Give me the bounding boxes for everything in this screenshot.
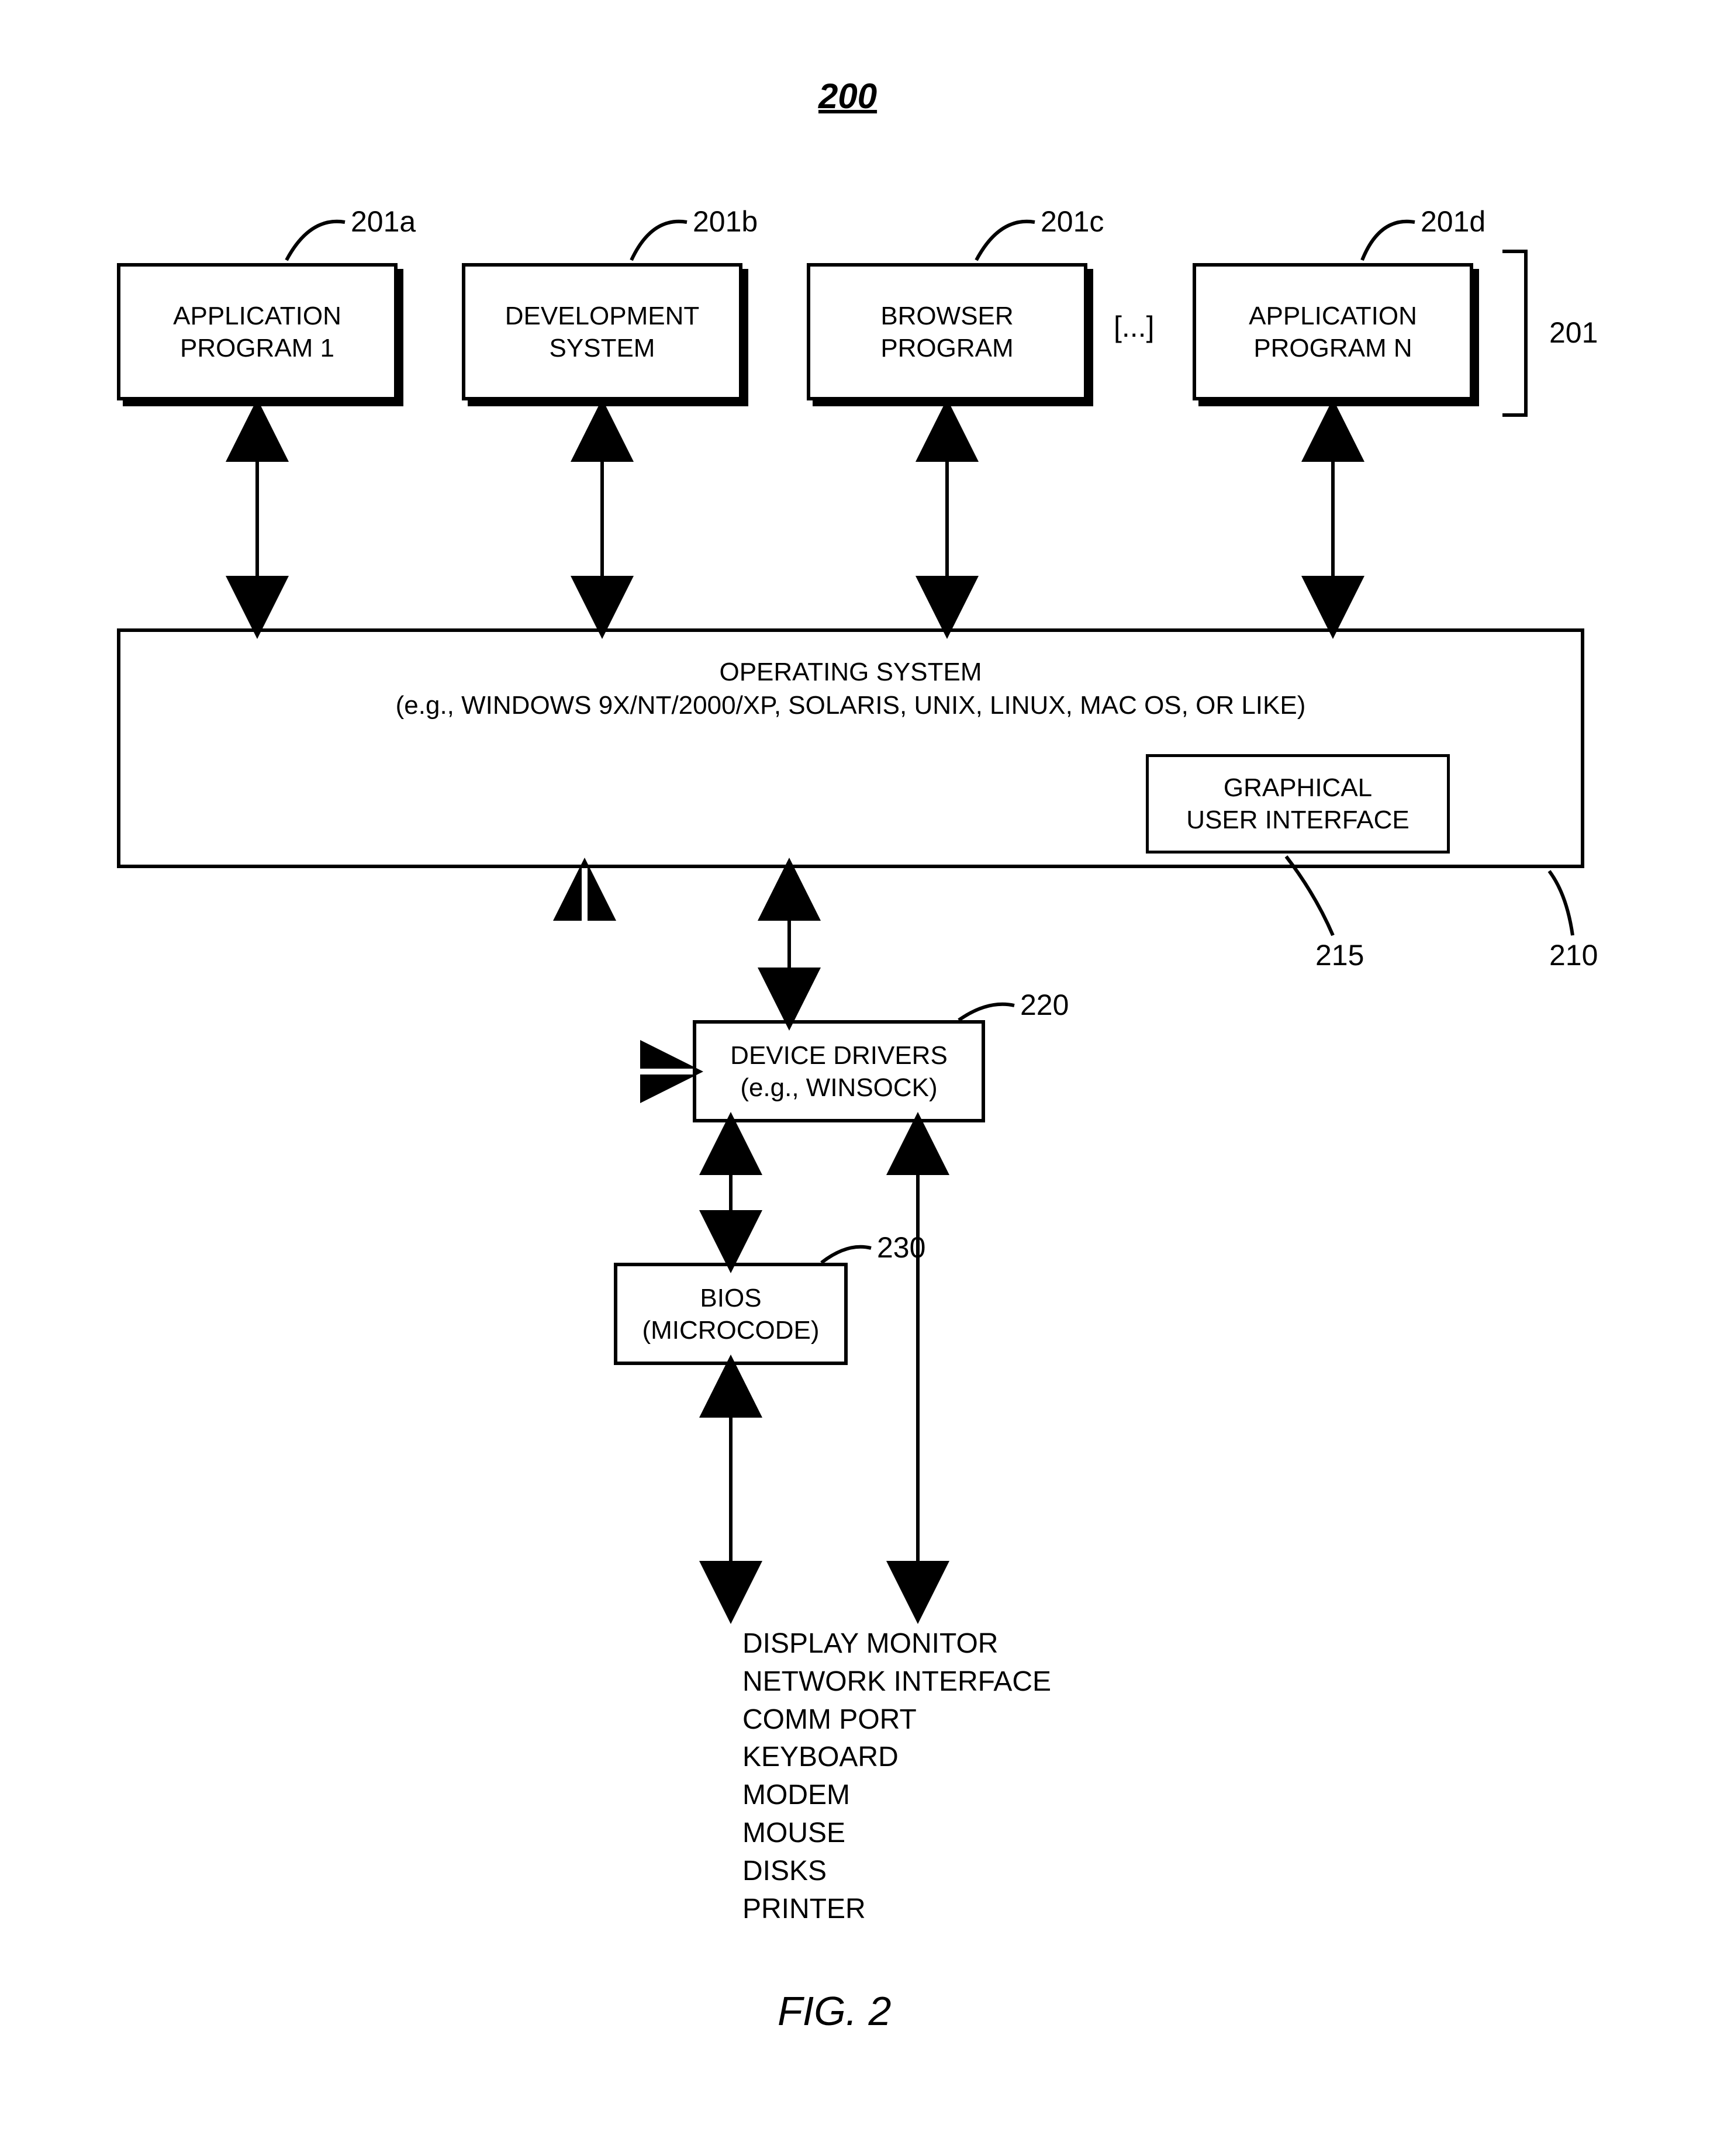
ellipsis: [...]: [1114, 310, 1154, 344]
os-line2: (e.g., WINDOWS 9X/NT/2000/XP, SOLARIS, U…: [120, 689, 1581, 722]
device-7: PRINTER: [742, 1891, 1051, 1929]
box-app-1-line1: APPLICATION: [173, 300, 341, 332]
ref-201c: 201c: [1041, 205, 1104, 239]
box-browser: BROWSER PROGRAM: [807, 263, 1087, 400]
box-bios: BIOS (MICROCODE): [614, 1263, 848, 1365]
figure-caption: FIG. 2: [778, 1988, 891, 2034]
box-browser-line1: BROWSER: [880, 300, 1013, 332]
os-line1: OPERATING SYSTEM: [120, 655, 1581, 689]
box-dev-system-line2: SYSTEM: [550, 332, 655, 364]
device-0: DISPLAY MONITOR: [742, 1625, 1051, 1663]
device-2: COMM PORT: [742, 1701, 1051, 1739]
box-app-n: APPLICATION PROGRAM N: [1193, 263, 1473, 400]
bios-line2: (MICROCODE): [642, 1314, 819, 1346]
figure-number: 200: [818, 76, 877, 116]
ref-230: 230: [877, 1231, 925, 1264]
gui-line1: GRAPHICAL: [1224, 772, 1372, 804]
box-dev-system: DEVELOPMENT SYSTEM: [462, 263, 742, 400]
ref-220: 220: [1020, 988, 1069, 1022]
box-gui: GRAPHICAL USER INTERFACE: [1146, 754, 1450, 854]
box-app-1-line2: PROGRAM 1: [180, 332, 334, 364]
device-1: NETWORK INTERFACE: [742, 1663, 1051, 1701]
box-app-1: APPLICATION PROGRAM 1: [117, 263, 398, 400]
gui-line2: USER INTERFACE: [1186, 804, 1409, 836]
box-device-drivers: DEVICE DRIVERS (e.g., WINSOCK): [693, 1020, 985, 1122]
device-list: DISPLAY MONITOR NETWORK INTERFACE COMM P…: [742, 1625, 1051, 1928]
ref-201b: 201b: [693, 205, 758, 239]
box-browser-line2: PROGRAM: [880, 332, 1013, 364]
ref-201a: 201a: [351, 205, 416, 239]
ref-201-group: 201: [1549, 316, 1598, 350]
device-6: DISKS: [742, 1853, 1051, 1891]
box-app-n-line1: APPLICATION: [1249, 300, 1417, 332]
device-5: MOUSE: [742, 1815, 1051, 1853]
device-3: KEYBOARD: [742, 1739, 1051, 1777]
ref-210: 210: [1549, 938, 1598, 972]
diagram-page: 200 APPLICATION PROGRAM 1 DEVELOPMENT SY…: [0, 0, 1717, 2156]
device-4: MODEM: [742, 1777, 1051, 1815]
bios-line1: BIOS: [700, 1282, 761, 1314]
box-app-n-line2: PROGRAM N: [1253, 332, 1412, 364]
ref-201d: 201d: [1421, 205, 1485, 239]
drivers-line1: DEVICE DRIVERS: [730, 1039, 948, 1072]
ref-215: 215: [1315, 938, 1364, 972]
drivers-line2: (e.g., WINSOCK): [740, 1072, 937, 1104]
box-dev-system-line1: DEVELOPMENT: [505, 300, 700, 332]
